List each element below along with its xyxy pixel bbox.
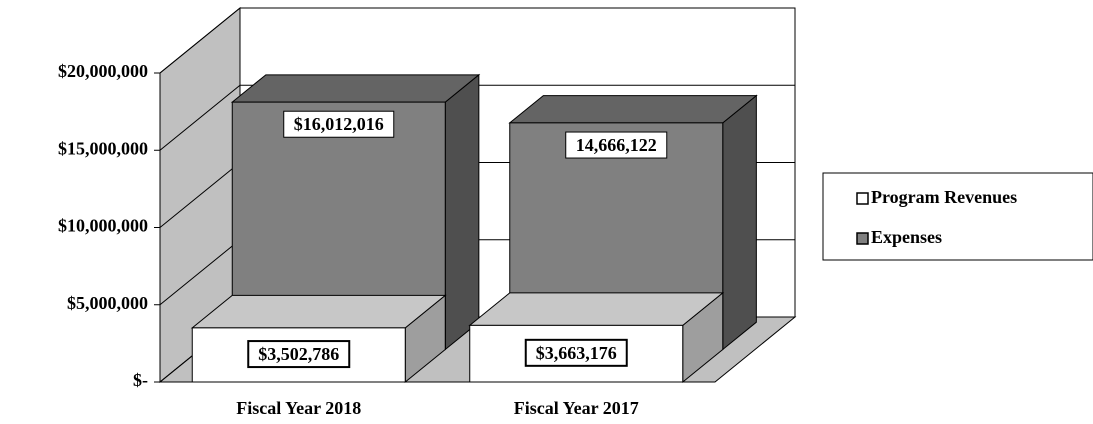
bar-top xyxy=(190,294,447,329)
legend-label: Program Revenues xyxy=(871,187,1017,207)
value-label: $16,012,016 xyxy=(294,114,384,134)
y-tick-label: $5,000,000 xyxy=(67,293,148,313)
value-label: $3,663,176 xyxy=(536,343,617,363)
value-label: 14,666,122 xyxy=(576,135,657,155)
bar-top xyxy=(508,95,758,124)
legend-label: Expenses xyxy=(871,227,942,247)
y-tick-label: $20,000,000 xyxy=(58,61,148,81)
value-label: $3,502,786 xyxy=(258,344,339,364)
legend-box xyxy=(822,172,1093,261)
legend-swatch xyxy=(856,192,869,205)
bar-top xyxy=(230,74,481,103)
value-label-box xyxy=(565,131,668,159)
x-tick-label: Fiscal Year 2017 xyxy=(514,398,639,418)
y-tick-label: $10,000,000 xyxy=(58,216,148,236)
legend-swatch xyxy=(856,232,869,245)
grid-line xyxy=(159,7,795,74)
x-tick-label: Fiscal Year 2018 xyxy=(236,398,361,418)
y-tick-label: $15,000,000 xyxy=(58,138,148,158)
value-label-box xyxy=(283,110,395,138)
grid-line xyxy=(159,84,795,151)
y-tick-label: $- xyxy=(133,370,148,390)
bar-side xyxy=(444,73,480,351)
bar-side xyxy=(722,94,757,351)
bar-top xyxy=(468,292,725,326)
value-label-box xyxy=(524,338,628,367)
value-label-box xyxy=(247,340,351,369)
